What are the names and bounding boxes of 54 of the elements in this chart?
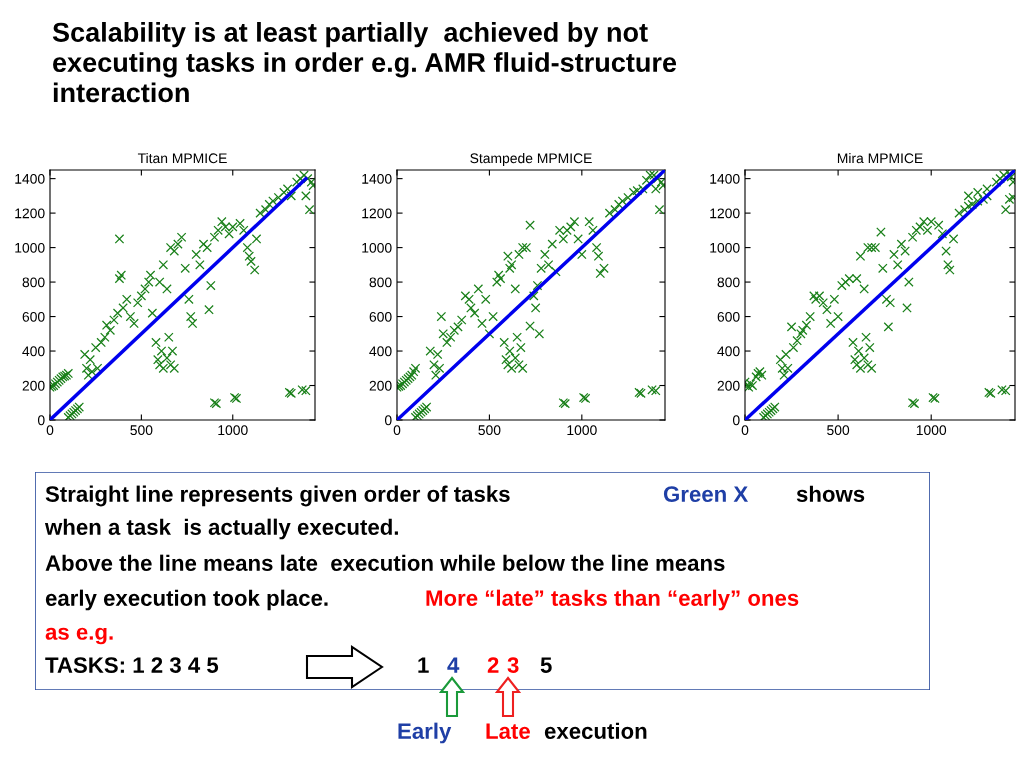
x-tick-label: 1000: [916, 425, 947, 436]
y-tick-label: 1400: [362, 173, 392, 184]
y-tick-label: 600: [369, 311, 392, 322]
text: More “late” tasks than “early” ones: [426, 589, 799, 611]
y-tick-label: 0: [384, 415, 392, 426]
y-tick-label: 600: [717, 311, 740, 322]
text: Green X: [663, 486, 749, 502]
y-tick-label: 1000: [710, 242, 740, 253]
y-tick-label: 400: [717, 346, 740, 357]
y-tick-label: 1000: [15, 242, 45, 253]
x-tick-label: 0: [393, 425, 401, 436]
x-tick-label: 1000: [567, 425, 597, 436]
text: Above the line means late execution while below the line means: [45, 554, 725, 571]
text: 4: [447, 657, 460, 673]
y-tick-label: 200: [717, 380, 740, 391]
text: Late: [486, 723, 530, 739]
text: 3: [507, 657, 519, 673]
text: TASKS: 1 2 3 4 5: [45, 657, 219, 673]
chart-title: Mira MPMICE: [837, 152, 923, 164]
text: execution: [544, 722, 647, 739]
x-tick-label: 0: [741, 425, 749, 436]
text: early execution took place.: [45, 589, 328, 611]
y-tick-label: 0: [37, 415, 45, 426]
x-tick-label: 500: [827, 425, 850, 436]
text: 2: [487, 657, 499, 673]
y-tick-label: 400: [22, 346, 45, 357]
text: 1: [418, 657, 429, 673]
y-tick-label: 800: [369, 277, 392, 288]
y-tick-label: 400: [369, 346, 392, 357]
y-tick-label: 1200: [710, 208, 740, 219]
y-tick-label: 800: [717, 277, 740, 288]
text: 5: [540, 657, 552, 673]
y-tick-label: 1400: [15, 173, 45, 184]
y-tick-label: 0: [732, 415, 740, 426]
y-tick-label: 800: [22, 277, 45, 288]
x-tick-label: 500: [130, 425, 153, 436]
y-tick-label: 200: [369, 380, 392, 391]
text: when a task is actually executed.: [44, 518, 398, 540]
y-tick-label: 1200: [362, 208, 392, 219]
text: Early: [398, 722, 452, 744]
chart-title: Titan MPMICE: [137, 152, 227, 164]
text: Straight line represents given order of tasks: [45, 485, 510, 507]
y-tick-label: 1200: [15, 208, 45, 219]
chart-title: Stampede MPMICE: [470, 152, 592, 166]
text: shows: [796, 485, 865, 502]
text: as e.g.: [45, 627, 113, 645]
text: Scalability is at least partially achieved by not executing tasks in order e.g. AMR fluid-structure interaction: [52, 22, 677, 103]
y-tick-label: 1400: [710, 173, 740, 184]
x-tick-label: 500: [478, 425, 501, 436]
x-tick-label: 0: [46, 425, 54, 436]
y-tick-label: 600: [22, 311, 45, 322]
y-tick-label: 200: [22, 380, 45, 391]
y-tick-label: 1000: [362, 242, 392, 253]
x-tick-label: 1000: [218, 425, 248, 436]
